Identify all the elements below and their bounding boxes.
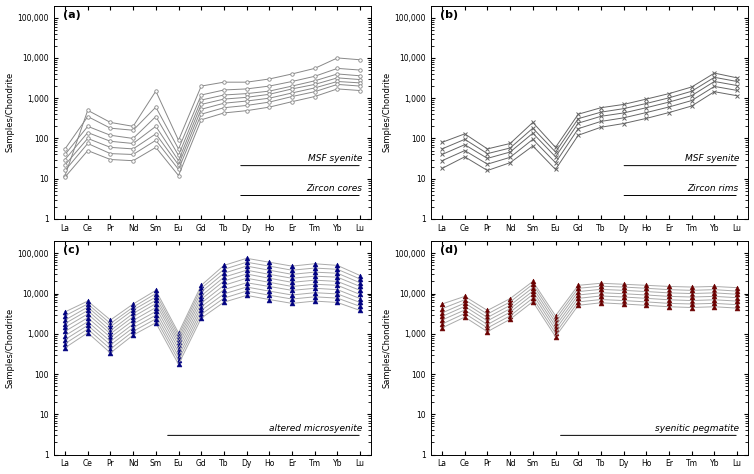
- Text: altered microsyenite: altered microsyenite: [268, 424, 362, 433]
- Y-axis label: Samples/Chondrite: Samples/Chondrite: [5, 72, 14, 152]
- Text: (a): (a): [63, 10, 81, 20]
- Text: Zircon cores: Zircon cores: [306, 184, 362, 193]
- Text: MSF syenite: MSF syenite: [308, 155, 362, 164]
- Text: (b): (b): [440, 10, 458, 20]
- Text: (d): (d): [440, 246, 458, 255]
- Y-axis label: Samples/Chondrite: Samples/Chondrite: [382, 308, 391, 388]
- Text: (c): (c): [63, 246, 80, 255]
- Y-axis label: Samples/Chondrite: Samples/Chondrite: [5, 308, 14, 388]
- Text: Zircon rims: Zircon rims: [688, 184, 739, 193]
- Text: syenitic pegmatite: syenitic pegmatite: [655, 424, 739, 433]
- Text: MSF syenite: MSF syenite: [685, 155, 739, 164]
- Y-axis label: Samples/Chondrite: Samples/Chondrite: [382, 72, 391, 152]
